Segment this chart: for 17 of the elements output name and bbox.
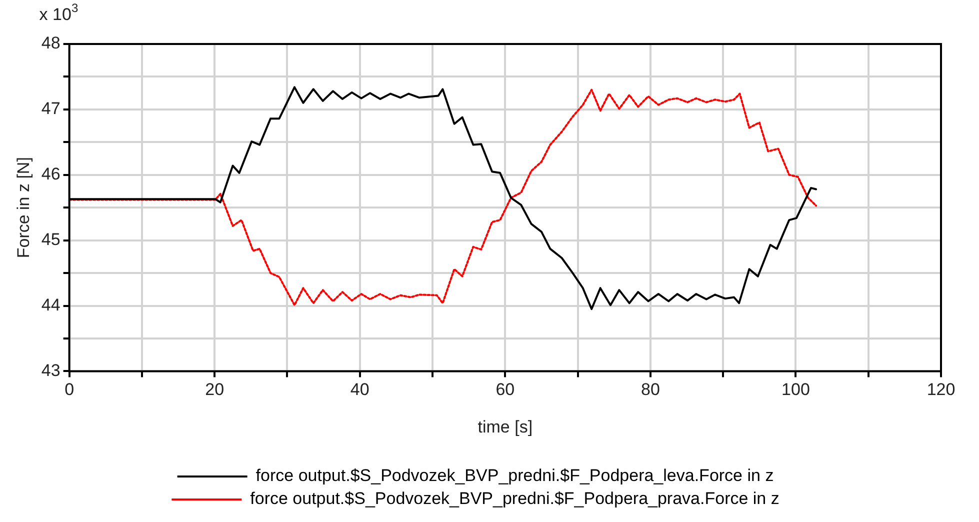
x-tick-label: 60	[496, 380, 515, 400]
legend-label: force output.$S_Podvozek_BVP_predni.$F_Podpera_leva.Force in z	[256, 466, 774, 486]
x-tick-label: 0	[64, 380, 74, 400]
y-tick-label: 48	[41, 34, 60, 53]
legend-label: force output.$S_Podvozek_BVP_predni.$F_Podpera_prava.Force in z	[250, 489, 780, 508]
x-axis-title: time [s]	[478, 417, 533, 436]
y-tick-label: 45	[41, 230, 60, 250]
x-tick-label: 20	[205, 380, 224, 400]
y-tick-label: 43	[41, 360, 60, 380]
y-tick-label: 47	[41, 99, 60, 118]
x-tick-label: 40	[350, 380, 370, 400]
y-tick-label: 46	[41, 164, 60, 184]
y-axis-title: Force in z [N]	[14, 157, 33, 258]
y-tick-label: 44	[41, 295, 60, 314]
x-tick-label: 120	[926, 380, 956, 400]
x-tick-label: 80	[640, 380, 660, 400]
x-tick-label: 100	[782, 380, 810, 400]
